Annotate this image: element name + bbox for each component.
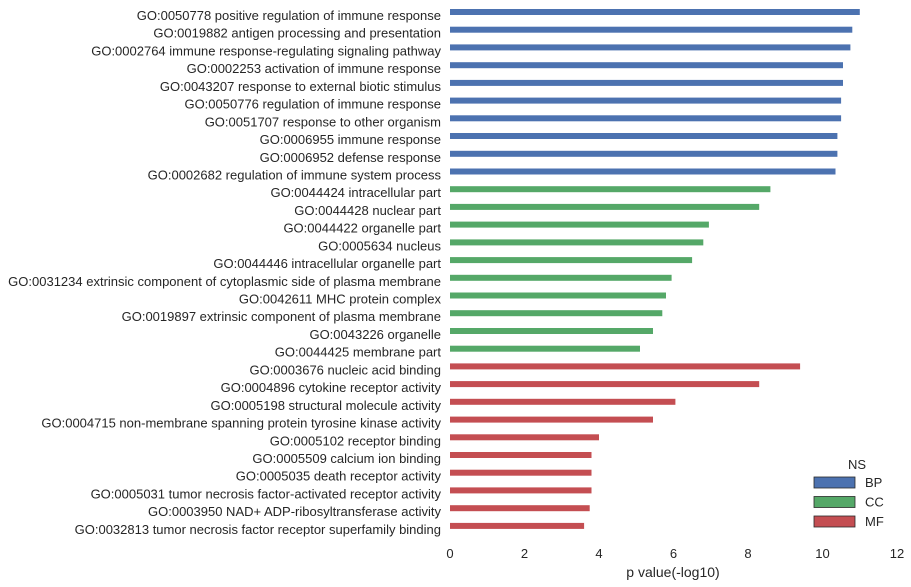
category-label: GO:0005198 structural molecule activity xyxy=(211,398,442,413)
category-label: GO:0043207 response to external biotic s… xyxy=(160,79,442,94)
category-label: GO:0004896 cytokine receptor activity xyxy=(221,380,442,395)
category-labels: GO:0050778 positive regulation of immune… xyxy=(8,8,441,537)
bar-cc xyxy=(450,292,666,299)
legend-label-mf: MF xyxy=(865,514,884,529)
category-label: GO:0050778 positive regulation of immune… xyxy=(137,8,441,23)
bar-mf xyxy=(450,505,590,512)
legend-label-bp: BP xyxy=(865,475,882,490)
category-label: GO:0006952 defense response xyxy=(260,150,441,165)
category-label: GO:0005634 nucleus xyxy=(318,238,441,253)
category-label: GO:0005035 death receptor activity xyxy=(236,469,442,484)
bar-bp xyxy=(450,62,843,69)
bar-bp xyxy=(450,115,842,122)
x-tick-label: 0 xyxy=(446,546,453,561)
bar-cc xyxy=(450,203,760,210)
category-label: GO:0044446 intracellular organelle part xyxy=(213,256,441,271)
x-tick-label: 2 xyxy=(521,546,528,561)
bar-mf xyxy=(450,469,592,476)
bar-bp xyxy=(450,97,842,104)
legend-swatch-cc xyxy=(813,496,856,508)
category-label: GO:0005509 calcium ion binding xyxy=(252,451,441,466)
bar-mf xyxy=(450,363,801,370)
x-axis-ticks: 0 2 4 6 8 10 12 xyxy=(446,546,904,561)
category-label: GO:0031234 extrinsic component of cytopl… xyxy=(8,274,441,289)
category-label: GO:0032813 tumor necrosis factor recepto… xyxy=(75,522,441,537)
bar-bp xyxy=(450,26,853,33)
category-label: GO:0044424 intracellular part xyxy=(270,185,441,200)
category-label: GO:0003676 nucleic acid binding xyxy=(249,362,441,377)
category-label: GO:0005102 receptor binding xyxy=(270,433,441,448)
legend-swatch-bp xyxy=(813,476,856,489)
category-label: GO:0005031 tumor necrosis factor-activat… xyxy=(91,486,442,501)
bar-cc xyxy=(450,257,693,264)
x-tick-label: 12 xyxy=(890,546,904,561)
bar-bp xyxy=(450,133,838,139)
x-tick-label: 10 xyxy=(815,546,829,561)
legend-title: NS xyxy=(848,457,866,472)
category-label: GO:0002682 regulation of immune system p… xyxy=(148,168,442,183)
category-label: GO:0019882 antigen processing and presen… xyxy=(153,26,441,41)
category-label: GO:0002253 activation of immune response xyxy=(187,61,441,76)
category-label: GO:0003950 NAD+ ADP-ribosyltransferase a… xyxy=(148,504,441,519)
bar-bp xyxy=(450,79,843,86)
category-label: GO:0050776 regulation of immune response xyxy=(184,97,441,112)
bar-cc xyxy=(450,310,663,317)
bar-mf xyxy=(450,487,592,494)
category-label: GO:0044422 organelle part xyxy=(283,221,441,236)
bar-bp xyxy=(450,150,838,157)
legend-swatch-mf xyxy=(813,515,856,528)
x-tick-label: 8 xyxy=(744,546,751,561)
x-axis-title: p value(-log10) xyxy=(626,564,719,580)
category-label: GO:0002764 immune response-regulating si… xyxy=(91,43,441,58)
bar-mf xyxy=(450,398,676,405)
bar-cc xyxy=(450,221,709,228)
bar-mf xyxy=(450,434,599,441)
bar-mf xyxy=(450,522,585,529)
category-label: GO:0004715 non-membrane spanning protein… xyxy=(41,416,441,431)
x-tick-label: 6 xyxy=(670,546,677,561)
bar-cc xyxy=(450,345,640,352)
legend-label-cc: CC xyxy=(865,495,884,510)
category-label: GO:0019897 extrinsic component of plasma… xyxy=(122,309,441,324)
bars-layer xyxy=(450,9,860,529)
legend: NS BP CC MF xyxy=(813,457,884,529)
category-label: GO:0042611 MHC protein complex xyxy=(239,292,442,307)
bar-cc xyxy=(450,239,704,246)
bar-bp xyxy=(450,168,836,175)
category-label: GO:0044428 nuclear part xyxy=(294,203,441,218)
legend-entries: BP CC MF xyxy=(813,475,884,529)
bar-cc xyxy=(450,186,771,193)
bar-mf xyxy=(450,381,760,388)
bar-bp xyxy=(450,9,860,15)
x-tick-label: 4 xyxy=(595,546,602,561)
bar-cc xyxy=(450,328,653,334)
bar-mf xyxy=(450,416,653,423)
bar-mf xyxy=(450,452,592,458)
category-label: GO:0051707 response to other organism xyxy=(205,114,441,129)
bar-cc xyxy=(450,274,672,281)
category-label: GO:0006955 immune response xyxy=(260,132,441,147)
category-label: GO:0043226 organelle xyxy=(309,327,441,342)
bar-bp xyxy=(450,44,851,51)
category-label: GO:0044425 membrane part xyxy=(275,345,442,360)
